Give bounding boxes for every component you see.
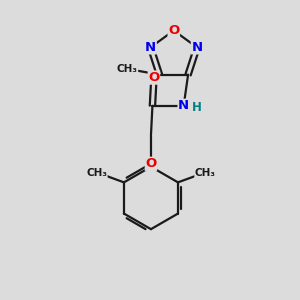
- Text: CH₃: CH₃: [195, 168, 216, 178]
- Text: O: O: [168, 24, 179, 37]
- Text: CH₃: CH₃: [117, 64, 138, 74]
- Text: O: O: [145, 157, 157, 170]
- Text: N: N: [145, 41, 156, 54]
- Text: CH₃: CH₃: [86, 168, 107, 178]
- Text: O: O: [148, 71, 160, 84]
- Text: N: N: [191, 41, 203, 54]
- Text: N: N: [178, 99, 189, 112]
- Text: H: H: [192, 101, 202, 114]
